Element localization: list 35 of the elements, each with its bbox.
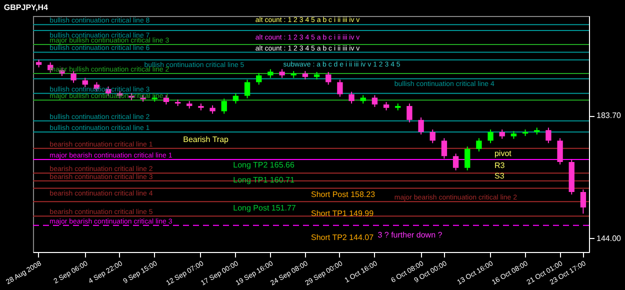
candlestick [488,129,494,144]
candlestick [337,79,343,98]
annotation: Bearish Trap [183,134,230,144]
candlestick [476,138,482,152]
candlestick [244,79,250,99]
chart-title: GBPJPY,H4 [4,3,48,12]
annotation: pivot [494,149,512,158]
y-tick-label: 144.00 [596,234,622,243]
annotation: R3 [494,160,506,170]
candlestick [406,103,412,123]
y-tick-label: 183.70 [596,111,622,120]
candlestick [82,77,88,88]
candlestick [464,146,470,171]
annotation: Long TP2 165.66 [233,160,295,170]
candlestick [232,92,239,104]
annotation: 3 ? further down ? [378,230,443,240]
candlestick [221,98,227,114]
annotation: Short TP1 149.99 [311,208,374,218]
candlestick [580,189,586,214]
annotation: Short TP2 144.07 [311,232,374,242]
candlestick [70,70,76,84]
candlestick [557,138,563,165]
candlestick [418,116,424,135]
candlestick [499,129,505,140]
candlestick [441,138,448,160]
candlestick [546,127,552,144]
candlestick [348,91,354,104]
candlestick [452,153,459,171]
annotation: S3 [494,171,505,180]
candlestick [326,71,332,86]
candlestick [256,72,262,86]
annotation: Short Post 158.23 [311,190,376,199]
candlestick [430,129,436,144]
candlestick [372,94,378,108]
annotation: Long Post 151.77 [233,203,296,212]
